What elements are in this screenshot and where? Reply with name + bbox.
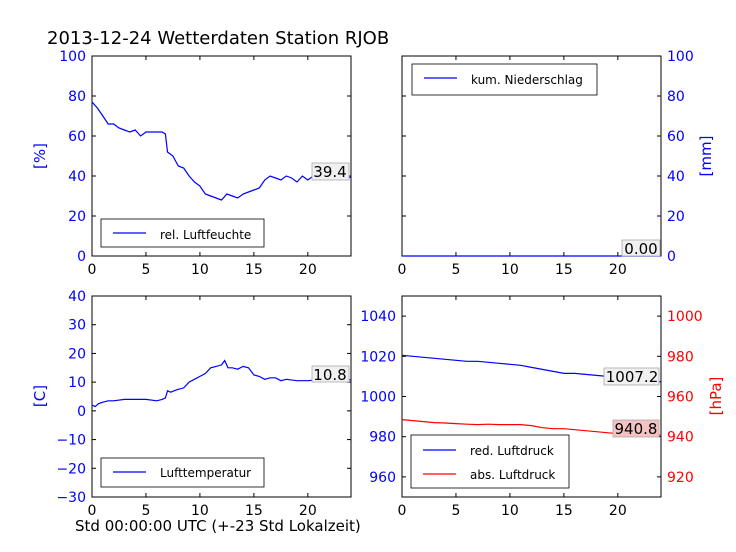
red-luftdruck-legend-label: red. Luftdruck [470, 444, 554, 458]
precipitation-ytick-label: 60 [667, 129, 685, 145]
temperature-xtick-label: 0 [88, 503, 97, 519]
humidity-ytick-label: 80 [68, 89, 86, 105]
temperature-legend-label: Lufttemperatur [160, 466, 251, 480]
pressure-y2label: [hPa] [707, 377, 725, 416]
temperature-annotation: 10.8 [311, 365, 350, 384]
temperature-xtick-label: 10 [191, 503, 209, 519]
temperature-xtick-label: 20 [299, 503, 317, 519]
humidity-annotation-value: 39.4 [313, 163, 346, 181]
pressure-legend-box [410, 434, 570, 489]
red-luftdruck-annotation-box [603, 367, 660, 386]
temperature-legend: Lufttemperatur [100, 457, 265, 488]
pressure-panel: 0 5 10 15 20 960 980 1000 1020 1040 920 940 960 980 10… [360, 295, 725, 519]
humidity-annotation-box [311, 162, 350, 181]
pressure-y2tick-label: 980 [667, 349, 694, 365]
temperature-ytick-label: 20 [68, 346, 86, 362]
precipitation-ylabel: [mm] [697, 136, 715, 177]
precipitation-annotation: 0.00 [621, 239, 661, 258]
pressure-ytick-label: 1020 [360, 349, 396, 365]
precipitation-xtick-label: 0 [398, 262, 407, 278]
precipitation-ytick-label: 100 [667, 49, 694, 65]
humidity-series-line [91, 101, 352, 201]
precipitation-annotation-value: 0.00 [624, 240, 657, 258]
precipitation-xtick-label: 20 [609, 262, 627, 278]
temperature-ytick-label: 30 [68, 318, 86, 334]
humidity-ytick-label: 100 [59, 49, 86, 65]
humidity-panel: 0 5 10 15 20 0 20 40 60 80 100 [%] 39.4 rel. Luftf… [31, 49, 352, 278]
humidity-xtick-label: 5 [141, 262, 150, 278]
abs-luftdruck-annotation: 940.8 [612, 419, 660, 438]
precipitation-xtick-label: 5 [451, 262, 460, 278]
precipitation-legend-box [411, 63, 598, 96]
precipitation-ytick-label: 0 [667, 249, 676, 265]
red-luftdruck-annotation-value: 1007.2 [606, 368, 659, 386]
humidity-ytick-label: 60 [68, 129, 86, 145]
temperature-ytick-label: −30 [56, 490, 86, 506]
temperature-ytick-label: 40 [68, 289, 86, 305]
pressure-xtick-label: 20 [609, 503, 627, 519]
precipitation-legend-label: kum. Niederschlag [471, 73, 583, 87]
precipitation-legend: kum. Niederschlag [411, 63, 598, 96]
humidity-xtick-label: 15 [245, 262, 263, 278]
temperature-series-line [91, 359, 351, 408]
abs-luftdruck-annotation-box [612, 419, 660, 438]
pressure-xtick-label: 0 [398, 503, 407, 519]
temperature-panel: 0 5 10 15 20 −30 −20 −10 0 10 20 30 40 [C] 10.8 Luft… [31, 289, 352, 519]
precipitation-annotation-box [621, 239, 661, 257]
precipitation-ytick-label: 20 [667, 209, 685, 225]
humidity-ytick-label: 40 [68, 169, 86, 185]
temperature-xtick-label: 5 [141, 503, 150, 519]
humidity-xtick-label: 0 [88, 262, 97, 278]
precipitation-xtick-label: 10 [501, 262, 519, 278]
precipitation-axes: 0 5 10 15 20 0 20 40 60 80 100 [398, 49, 694, 278]
humidity-axes: 0 5 10 15 20 0 20 40 60 80 100 [59, 49, 351, 278]
pressure-ytick-label: 980 [369, 430, 396, 446]
humidity-xtick-label: 20 [299, 262, 317, 278]
figure-title: 2013-12-24 Wetterdaten Station RJOB [47, 28, 389, 49]
humidity-ylabel: [%] [31, 143, 49, 169]
temperature-ytick-label: 10 [68, 375, 86, 391]
precipitation-ytick-label: 80 [667, 89, 685, 105]
humidity-ytick-label: 0 [77, 249, 86, 265]
temperature-xtick-label: 15 [245, 503, 263, 519]
temperature-ytick-label: −10 [56, 433, 86, 449]
pressure-ytick-label: 960 [369, 470, 396, 486]
precipitation-panel: 0 5 10 15 20 0 20 40 60 80 100 [mm] 0.00 kum. Nied… [398, 49, 715, 278]
humidity-ytick-label: 20 [68, 209, 86, 225]
pressure-y2tick-label: 920 [667, 470, 694, 486]
red-luftdruck-annotation: 1007.2 [603, 367, 660, 386]
pressure-y2tick-label: 940 [667, 430, 694, 446]
humidity-legend: rel. Luftfeuchte [100, 218, 265, 248]
pressure-xtick-label: 10 [501, 503, 519, 519]
temperature-ylabel: [C] [31, 385, 49, 407]
precipitation-xtick-label: 15 [555, 262, 573, 278]
pressure-axes: 0 5 10 15 20 960 980 1000 1020 1040 920 940 960 980 10… [360, 296, 703, 519]
abs-luftdruck-annotation-value: 940.8 [615, 420, 658, 438]
pressure-ytick-label: 1040 [360, 309, 396, 325]
x-axis-label: Std 00:00:00 UTC (+-23 Std Lokalzeit) [75, 517, 361, 535]
abs-luftdruck-legend-label: abs. Luftdruck [470, 468, 555, 482]
precipitation-ytick-label: 40 [667, 169, 685, 185]
temperature-annotation-value: 10.8 [313, 366, 346, 384]
pressure-legend: red. Luftdruck abs. Luftdruck [410, 434, 570, 489]
pressure-y2tick-label: 1000 [667, 309, 703, 325]
temperature-annotation-box [311, 365, 350, 383]
temperature-axes: 0 5 10 15 20 −30 −20 −10 0 10 20 30 40 [56, 289, 351, 519]
humidity-legend-label: rel. Luftfeuchte [160, 228, 251, 242]
pressure-y2tick-label: 960 [667, 390, 694, 406]
pressure-xtick-label: 5 [451, 503, 460, 519]
humidity-annotation: 39.4 [311, 162, 350, 181]
humidity-xtick-label: 10 [191, 262, 209, 278]
temperature-ytick-label: −20 [56, 461, 86, 477]
temperature-ytick-label: 0 [77, 404, 86, 420]
pressure-xtick-label: 15 [555, 503, 573, 519]
pressure-ytick-label: 1000 [360, 390, 396, 406]
